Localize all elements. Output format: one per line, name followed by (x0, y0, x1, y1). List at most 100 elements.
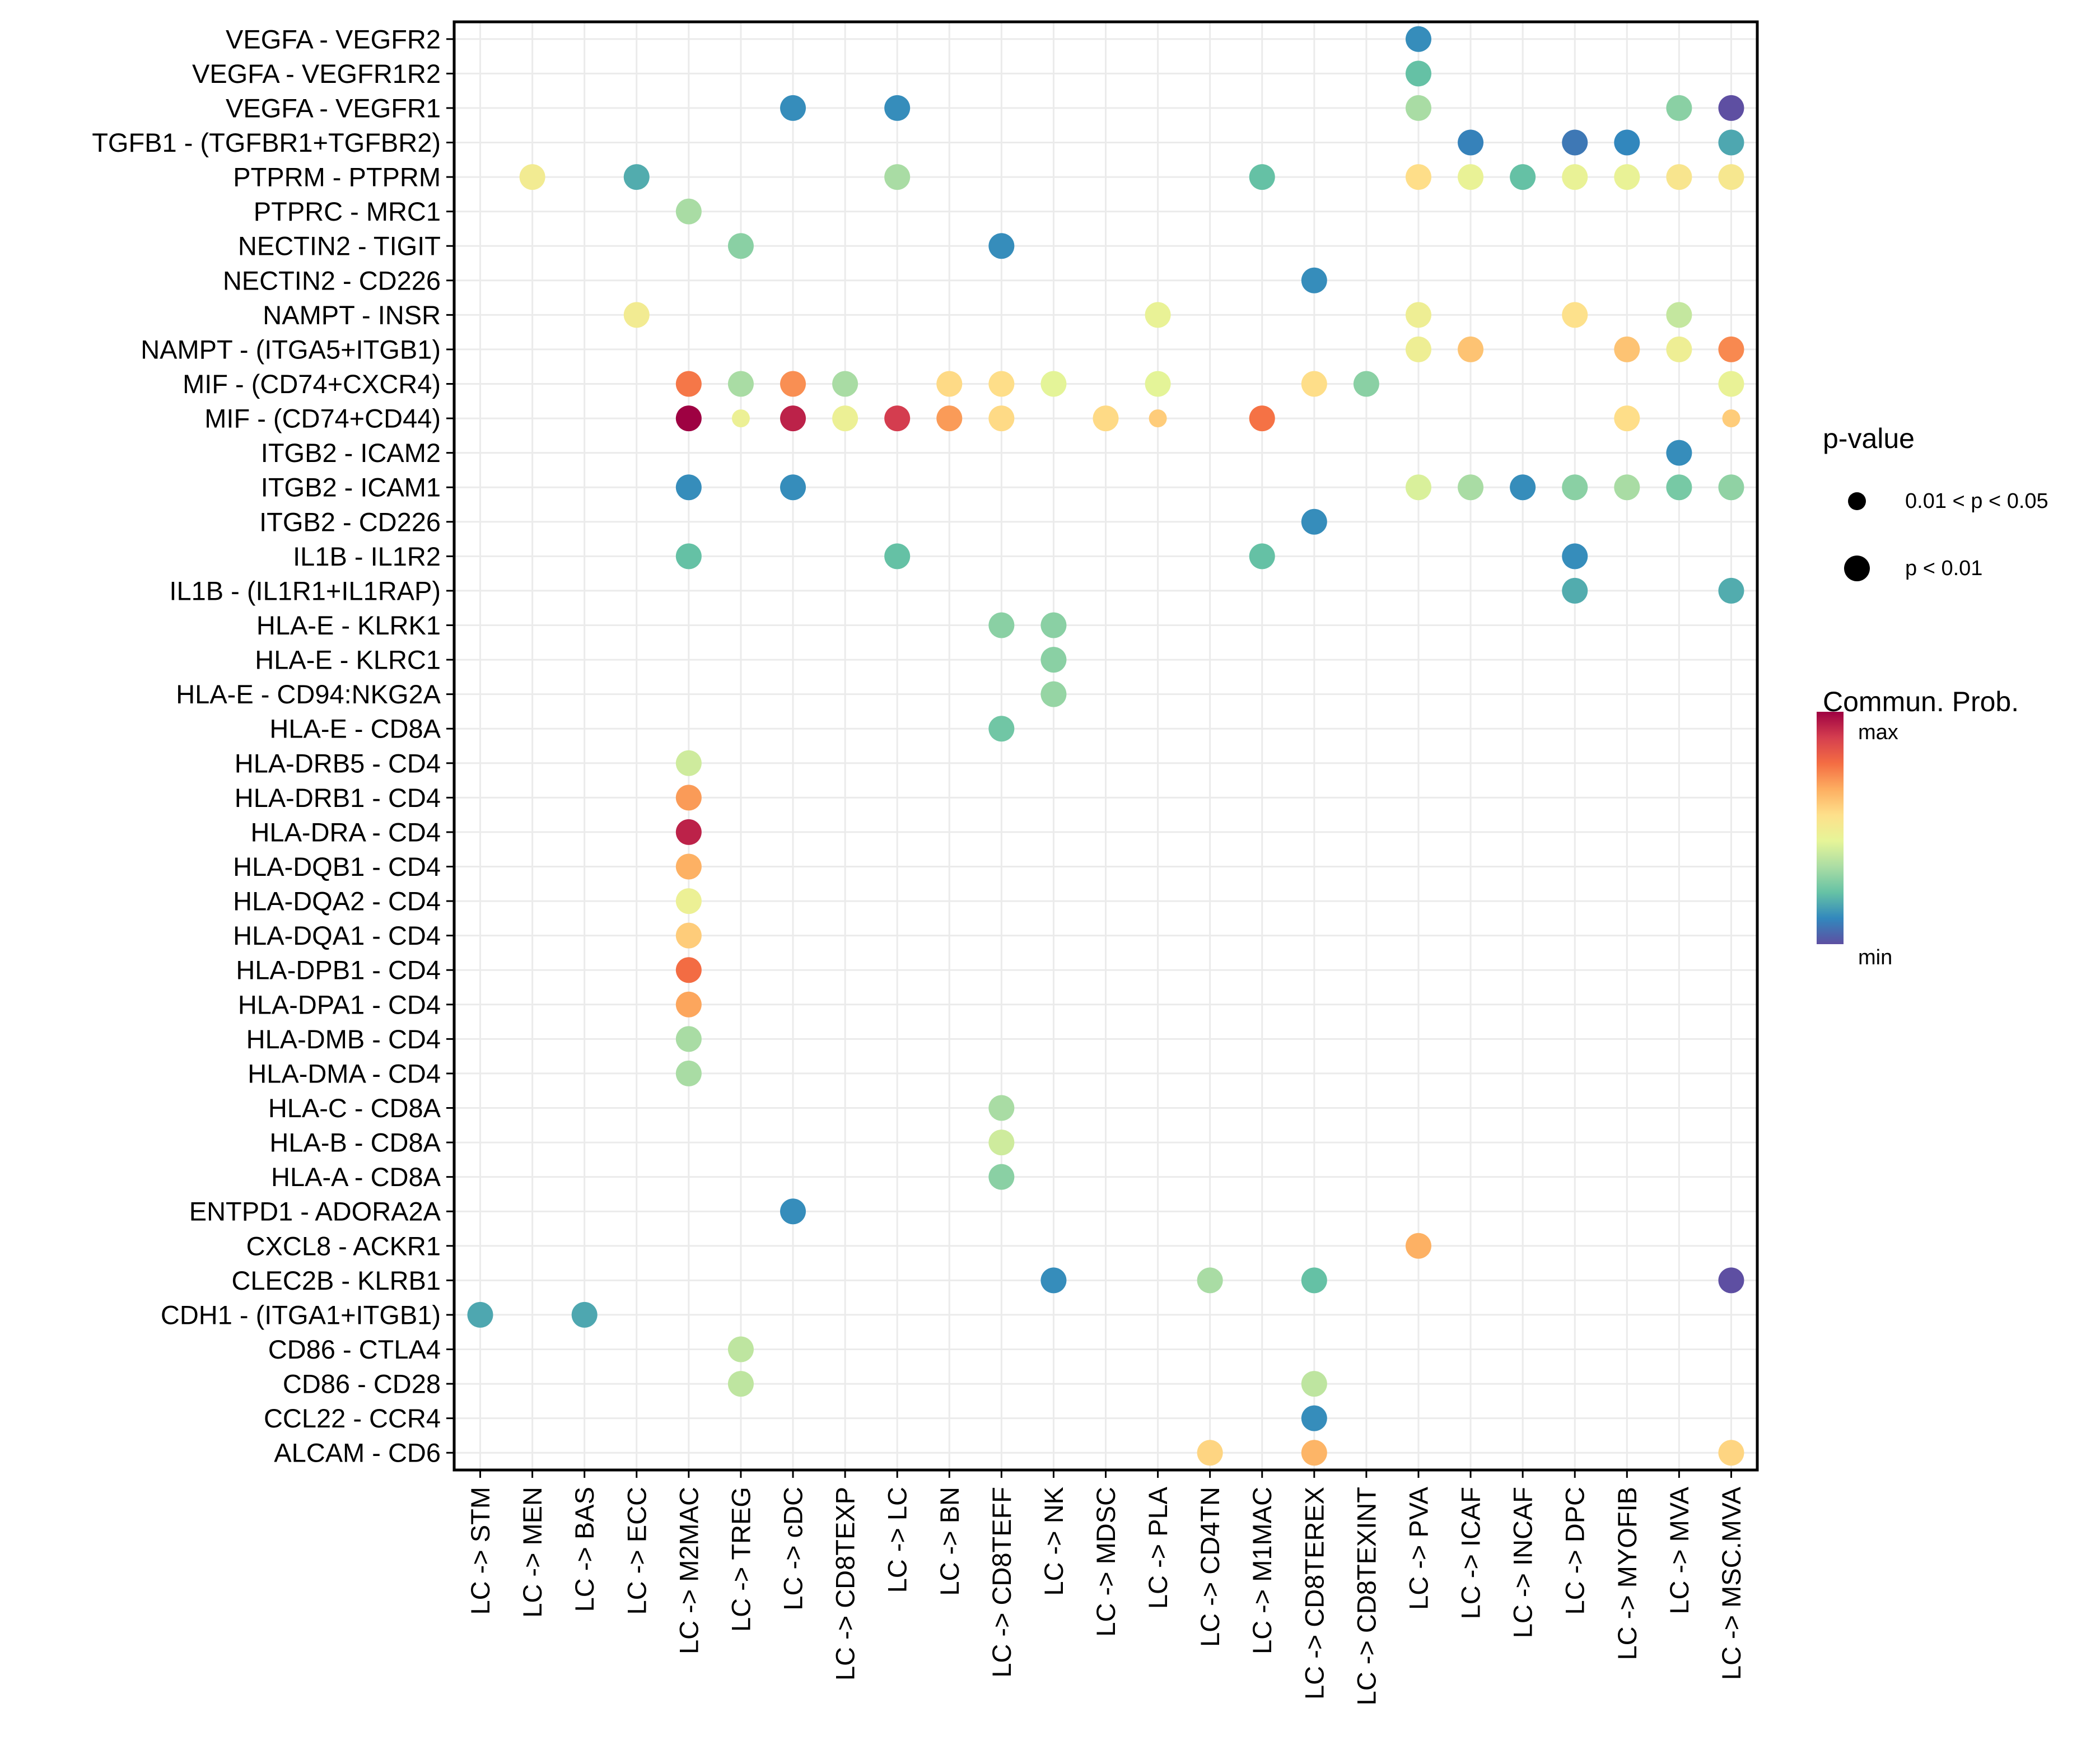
data-point (1510, 474, 1536, 501)
size-legend-title: p-value (1823, 423, 1915, 454)
data-point (988, 1164, 1015, 1190)
data-point (1562, 543, 1588, 570)
y-tick-label: CCL22 - CCR4 (264, 1403, 441, 1433)
data-point (1040, 681, 1067, 707)
data-point (1301, 267, 1327, 293)
data-point (1458, 474, 1484, 501)
y-tick-label: CD86 - CD28 (283, 1369, 441, 1399)
data-point (1666, 302, 1692, 328)
data-point (1405, 164, 1431, 190)
x-tick-label: LC -> LC (883, 1487, 912, 1593)
y-tick-label: ITGB2 - ICAM1 (261, 473, 441, 502)
x-tick-label: LC -> MVA (1664, 1486, 1694, 1614)
x-tick-label: LC -> BN (935, 1487, 964, 1596)
y-tick-label: VEGFA - VEGFR1R2 (192, 59, 441, 88)
data-point (675, 543, 702, 570)
x-tick-label: LC -> DPC (1560, 1487, 1590, 1615)
data-point (780, 474, 806, 501)
data-point (1145, 371, 1171, 397)
data-point (1040, 371, 1067, 397)
data-point (1405, 336, 1431, 362)
x-tick-label: LC -> CD8TEFF (987, 1487, 1016, 1678)
data-point (1405, 1233, 1431, 1259)
y-tick-label: NAMPT - INSR (263, 300, 441, 330)
data-point (675, 785, 702, 811)
data-point (1614, 336, 1640, 362)
y-tick-label: ITGB2 - ICAM2 (261, 438, 441, 468)
data-point (936, 371, 963, 397)
data-point (1666, 95, 1692, 121)
data-point (623, 164, 650, 190)
data-point (1718, 577, 1744, 604)
data-point (727, 371, 754, 397)
data-point (675, 750, 702, 776)
data-point (1149, 409, 1167, 428)
data-point (1718, 129, 1744, 156)
data-point (675, 853, 702, 880)
data-point (1040, 612, 1067, 638)
data-point (1614, 405, 1640, 432)
data-point (884, 405, 911, 432)
data-point (1145, 302, 1171, 328)
data-point (1562, 164, 1588, 190)
data-point (832, 405, 858, 432)
data-point (1301, 1405, 1327, 1431)
data-point (1718, 474, 1744, 501)
data-point (1040, 647, 1067, 673)
y-tick-label: MIF - (CD74+CXCR4) (183, 369, 441, 399)
size-legend-small-dot (1848, 492, 1866, 510)
data-point (675, 1060, 702, 1086)
x-axis: LC -> STM LC -> MEN LC -> BAS LC -> ECC LC -… (465, 1470, 1746, 1705)
x-tick-label: LC -> TREG (726, 1487, 755, 1632)
data-point (1718, 1440, 1744, 1466)
data-point (1666, 440, 1692, 466)
data-point (1405, 26, 1431, 52)
data-point (675, 1026, 702, 1052)
data-point (1510, 164, 1536, 190)
data-point (780, 95, 806, 121)
data-point (988, 233, 1015, 259)
data-point (467, 1301, 493, 1328)
y-tick-label: NECTIN2 - TIGIT (238, 231, 441, 261)
y-tick-label: PTPRM - PTPRM (233, 162, 441, 192)
y-tick-label: HLA-DRB5 - CD4 (235, 748, 441, 778)
data-point (1562, 129, 1588, 156)
y-tick-label: NECTIN2 - CD226 (223, 265, 441, 295)
y-tick-label: HLA-DRB1 - CD4 (235, 783, 441, 813)
data-point (1666, 474, 1692, 501)
y-tick-label: ALCAM - CD6 (274, 1438, 441, 1468)
x-tick-label: LC -> MSC.MVA (1716, 1486, 1746, 1680)
data-point (1562, 577, 1588, 604)
data-point (1562, 474, 1588, 501)
y-tick-label: ENTPD1 - ADORA2A (189, 1197, 441, 1226)
data-point (727, 233, 754, 259)
data-point (1249, 164, 1275, 190)
data-point (727, 1371, 754, 1397)
y-tick-label: HLA-E - CD94:NKG2A (176, 679, 441, 709)
size-legend: p-value 0.01 < p < 0.05 p < 0.01 (1823, 423, 2048, 581)
x-tick-label: LC -> PLA (1143, 1486, 1173, 1609)
size-legend-large-dot (1844, 556, 1870, 581)
y-tick-label: IL1B - (IL1R1+IL1RAP) (169, 576, 441, 605)
color-legend-title: Commun. Prob. (1823, 686, 2019, 717)
size-legend-large-label: p < 0.01 (1905, 557, 1982, 580)
data-point (1405, 302, 1431, 328)
data-point (675, 991, 702, 1018)
data-point (1458, 129, 1484, 156)
x-tick-label: LC -> ICAF (1456, 1487, 1486, 1619)
data-point (988, 405, 1015, 432)
color-bar-min-label: min (1858, 946, 1892, 969)
x-tick-label: LC -> CD8TEREX (1299, 1487, 1329, 1700)
y-tick-label: HLA-DPB1 - CD4 (236, 955, 441, 985)
data-point (675, 922, 702, 949)
data-point (1666, 336, 1692, 362)
y-tick-label: HLA-A - CD8A (271, 1162, 441, 1192)
x-tick-label: LC -> CD4TN (1195, 1487, 1225, 1647)
y-tick-label: HLA-E - CD8A (269, 714, 441, 744)
y-tick-label: HLA-C - CD8A (268, 1093, 441, 1123)
data-point (1353, 371, 1379, 397)
y-tick-label: CDH1 - (ITGA1+ITGB1) (161, 1300, 441, 1329)
x-tick-label: LC -> BAS (570, 1487, 599, 1612)
y-tick-label: CXCL8 - ACKR1 (246, 1231, 441, 1261)
